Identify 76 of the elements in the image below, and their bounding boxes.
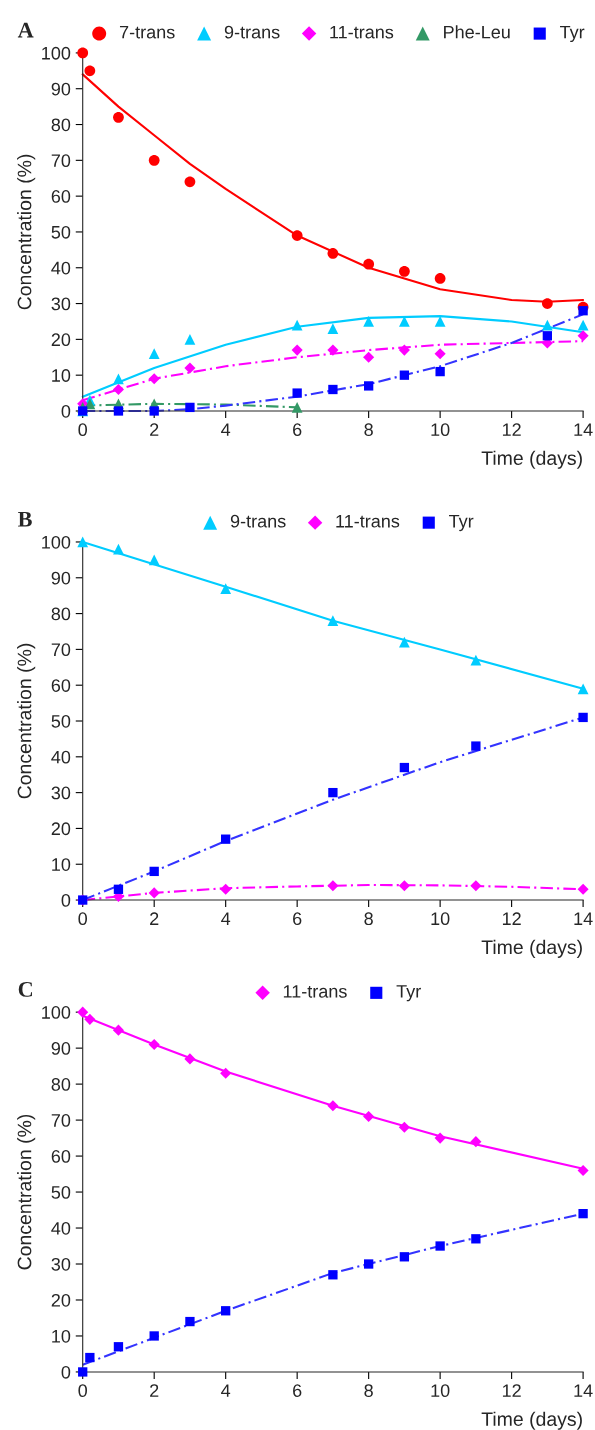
x-tick-label: 8 — [364, 423, 373, 437]
y-tick-label: 70 — [51, 643, 71, 657]
chart-title: C — [18, 981, 33, 997]
x-tick-label: 4 — [221, 423, 231, 436]
y-tick-label: 100 — [42, 535, 71, 549]
x-tick-label: 2 — [150, 423, 159, 436]
y-tick-label: 10 — [52, 1329, 71, 1343]
y-tick-label: 0 — [61, 1365, 71, 1379]
x-tick-label: 10 — [431, 1384, 450, 1398]
x-tick-label: 14 — [574, 912, 593, 925]
x-tick-label: 12 — [502, 1384, 521, 1397]
x-tick-label: 8 — [364, 912, 373, 926]
x-tick-label: 4 — [221, 1384, 231, 1397]
y-tick-label: 40 — [51, 1221, 71, 1235]
y-tick-label: 50 — [51, 1185, 71, 1199]
y-tick-label: 40 — [51, 750, 71, 764]
x-tick-label: 8 — [364, 1384, 373, 1398]
x-axis-title: Time (days) — [481, 450, 582, 469]
chart-title: B — [18, 511, 32, 527]
y-tick-label: 80 — [51, 118, 71, 132]
y-tick-label: 100 — [42, 46, 71, 60]
y-tick-label: 80 — [51, 1078, 71, 1091]
x-tick-label: 0 — [78, 1384, 88, 1398]
y-tick-label: 90 — [51, 82, 71, 96]
legend-label: Tyr — [560, 25, 585, 43]
x-tick-label: 12 — [502, 912, 521, 925]
y-axis-title: Concentration (%) — [17, 1114, 36, 1270]
y-tick-label: 20 — [51, 333, 71, 347]
y-tick-label: 0 — [61, 893, 71, 907]
x-tick-label: 12 — [502, 423, 521, 436]
y-tick-label: 60 — [51, 679, 71, 692]
x-tick-label: 2 — [150, 912, 159, 925]
x-tick-label: 6 — [293, 423, 302, 437]
y-tick-label: 100 — [42, 1006, 71, 1019]
y-tick-label: 80 — [51, 607, 71, 621]
legend-label: Tyr — [396, 985, 421, 1002]
x-tick-label: 0 — [78, 423, 88, 437]
x-tick-label: 10 — [431, 912, 450, 926]
legend-label: 9-trans — [230, 514, 286, 528]
x-tick-label: 6 — [293, 1384, 302, 1398]
x-tick-label: 14 — [574, 423, 593, 436]
x-tick-label: 2 — [150, 1384, 159, 1397]
y-tick-label: 20 — [51, 1293, 71, 1307]
y-axis-title: Concentration (%) — [17, 154, 36, 310]
y-tick-label: 10 — [52, 858, 71, 871]
y-tick-label: 40 — [51, 261, 71, 275]
x-tick-label: 0 — [78, 912, 88, 926]
x-axis-title: Time (days) — [481, 1411, 582, 1430]
y-tick-label: 30 — [51, 1257, 71, 1271]
legend-label: 9-trans — [224, 25, 280, 39]
x-tick-label: 4 — [221, 912, 231, 925]
legend-label: Tyr — [449, 514, 474, 532]
x-axis-title: Time (days) — [481, 939, 582, 958]
legend-label: Phe-Leu — [444, 25, 510, 39]
y-tick-label: 30 — [51, 297, 71, 311]
y-tick-label: 60 — [51, 190, 71, 203]
y-tick-label: 70 — [51, 1114, 71, 1127]
y-axis-title: Concentration (%) — [17, 643, 36, 799]
x-tick-label: 10 — [431, 423, 450, 437]
x-tick-label: 14 — [574, 1384, 593, 1397]
y-tick-label: 0 — [61, 404, 71, 418]
y-tick-label: 50 — [51, 714, 71, 728]
y-tick-label: 20 — [51, 822, 71, 836]
legend-label: 11-trans — [283, 985, 347, 998]
y-tick-label: 50 — [51, 225, 71, 239]
x-tick-label: 6 — [293, 912, 302, 926]
y-tick-label: 90 — [51, 571, 71, 585]
legend-label: 7-trans — [119, 25, 175, 39]
legend-label: 11-trans — [330, 25, 394, 39]
legend-label: 11-trans — [336, 514, 400, 528]
chart-title: A — [17, 22, 34, 38]
y-tick-label: 70 — [51, 154, 71, 168]
y-tick-label: 10 — [52, 369, 71, 382]
y-tick-label: 30 — [51, 786, 71, 800]
y-tick-label: 90 — [51, 1042, 71, 1055]
y-tick-label: 60 — [51, 1150, 71, 1163]
